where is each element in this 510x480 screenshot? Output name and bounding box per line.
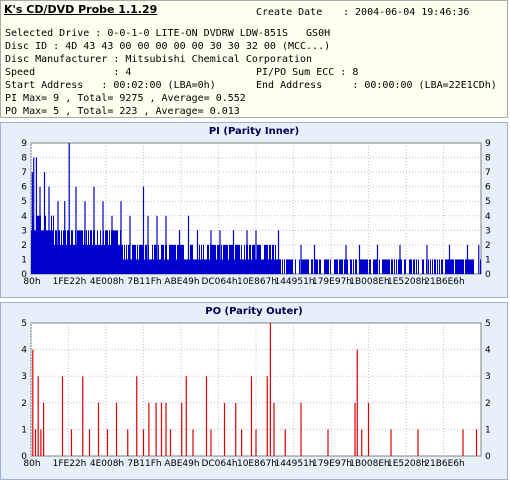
po-x-tick-label: ABE49h <box>164 459 199 469</box>
info-line-speed: Speed : 4 <box>5 67 132 78</box>
po-y-tick-label-left: 1 <box>21 425 27 435</box>
pi-chart-panel: PI (Parity Inner) 80h 1FE22h 4E008h 7B11Fh A… <box>0 122 508 298</box>
pi-x-tick-label: 179E97h <box>312 277 352 287</box>
po-x-tick-label: 144951h <box>274 459 314 469</box>
pi-y-tick-label-left: 6 <box>21 183 27 193</box>
po-y-tick-label-left: 2 <box>21 399 27 409</box>
po-y-tick-label-right: 2 <box>485 399 491 409</box>
pi-x-tick-label: DC064h <box>201 277 237 287</box>
info-line-disc-manufacturer: Disc Manufacturer : Mitsubishi Chemical … <box>5 54 313 65</box>
po-x-tick-label: 1B008Eh <box>349 459 389 469</box>
app-title: K's CD/DVD Probe 1.1.29 <box>4 3 158 16</box>
pi-x-tick-label: ABE49h <box>164 277 199 287</box>
po-chart-panel: PO (Parity Outer) 80h 1FE22h 4E008h 7B11Fh A… <box>0 302 508 480</box>
pi-y-tick-label-right: 2 <box>485 241 491 251</box>
pi-y-tick-label-right: 8 <box>485 154 491 164</box>
pi-x-tick-label: 10E867h <box>237 277 277 287</box>
po-x-tick-label: 10E867h <box>237 459 277 469</box>
pi-y-tick-label-left: 2 <box>21 241 27 251</box>
pi-y-tick-label-right: 7 <box>485 168 491 178</box>
po-y-tick-label-left: 0 <box>21 452 27 462</box>
info-line-selected-drive: Selected Drive : 0-0-1-0 LITE-ON DVDRW L… <box>5 28 331 39</box>
pi-y-tick-label-left: 1 <box>21 255 27 265</box>
po-x-tick-label: 1FE22h <box>53 459 87 469</box>
disc-info-panel: K's CD/DVD Probe 1.1.29 Create Date : 20… <box>0 0 508 118</box>
pi-x-tick-label: 1B008Eh <box>349 277 389 287</box>
pi-x-tick-label: 21B6E6h <box>424 277 464 287</box>
create-date-value: : 2004-06-04 19:46:36 <box>343 7 470 18</box>
po-y-tick-label-right: 3 <box>485 372 491 382</box>
po-x-tick-label: 1E5208h <box>387 459 427 469</box>
pi-x-tick-label: 80h <box>23 277 40 287</box>
po-y-tick-label-left: 5 <box>21 319 27 329</box>
pi-y-tick-label-right: 6 <box>485 183 491 193</box>
pi-y-tick-label-left: 8 <box>21 154 27 164</box>
info-line-pi-summary: PI Max= 9 , Total= 9275 , Average= 0.552 <box>5 93 246 104</box>
info-line-end-address: End Address : 00:00:00 (LBA=22E1CDh) <box>256 80 497 91</box>
pi-y-tick-label-left: 7 <box>21 168 27 178</box>
pi-y-tick-label-left: 4 <box>21 212 27 222</box>
pi-y-tick-label-right: 9 <box>485 139 491 149</box>
pi-x-tick-label: 7B11Fh <box>127 277 161 287</box>
po-x-tick-label: 21B6E6h <box>424 459 464 469</box>
pi-y-tick-label-left: 9 <box>21 139 27 149</box>
pi-y-tick-label-right: 5 <box>485 197 491 207</box>
pi-y-tick-label-left: 5 <box>21 197 27 207</box>
pi-x-tick-label: 1E5208h <box>387 277 427 287</box>
pi-chart-title: PI (Parity Inner) <box>208 126 300 137</box>
po-y-tick-label-left: 4 <box>21 346 27 356</box>
po-y-tick-label-right: 1 <box>485 425 491 435</box>
pi-y-tick-label-right: 0 <box>485 270 491 280</box>
info-line-po-summary: PO Max= 5 , Total= 223 , Average= 0.013 <box>5 106 240 117</box>
info-line-disc-id: Disc ID : 4D 43 43 00 00 00 00 00 30 30 … <box>5 41 331 52</box>
info-line-start-address: Start Address : 00:02:00 (LBA=0h) <box>5 80 216 91</box>
po-x-tick-label: 80h <box>23 459 40 469</box>
po-y-tick-label-left: 3 <box>21 372 27 382</box>
po-x-tick-label: 7B11Fh <box>127 459 161 469</box>
info-line-sum-ecc: PI/PO Sum ECC : 8 <box>256 67 359 78</box>
pi-x-tick-label: 4E008h <box>90 277 124 287</box>
pi-y-tick-label-right: 4 <box>485 212 491 222</box>
pi-y-tick-label-left: 3 <box>21 226 27 236</box>
pi-chart: 80h 1FE22h 4E008h 7B11Fh ABE49h DC064h 10E867h… <box>21 139 491 287</box>
pi-y-tick-label-left: 0 <box>21 270 27 280</box>
po-chart: 80h 1FE22h 4E008h 7B11Fh ABE49h DC064h 10E867h… <box>21 319 491 469</box>
po-x-tick-label: 4E008h <box>90 459 124 469</box>
pi-x-tick-label: 1FE22h <box>53 277 87 287</box>
po-x-tick-label: 179E97h <box>312 459 352 469</box>
po-y-tick-label-right: 0 <box>485 452 491 462</box>
po-y-tick-label-right: 4 <box>485 346 491 356</box>
po-chart-title: PO (Parity Outer) <box>205 306 303 317</box>
po-y-tick-label-right: 5 <box>485 319 491 329</box>
create-date-label: Create Date <box>256 7 323 18</box>
pi-y-tick-label-right: 1 <box>485 255 491 265</box>
pi-y-tick-label-right: 3 <box>485 226 491 236</box>
pi-x-tick-label: 144951h <box>274 277 314 287</box>
po-x-tick-label: DC064h <box>201 459 237 469</box>
